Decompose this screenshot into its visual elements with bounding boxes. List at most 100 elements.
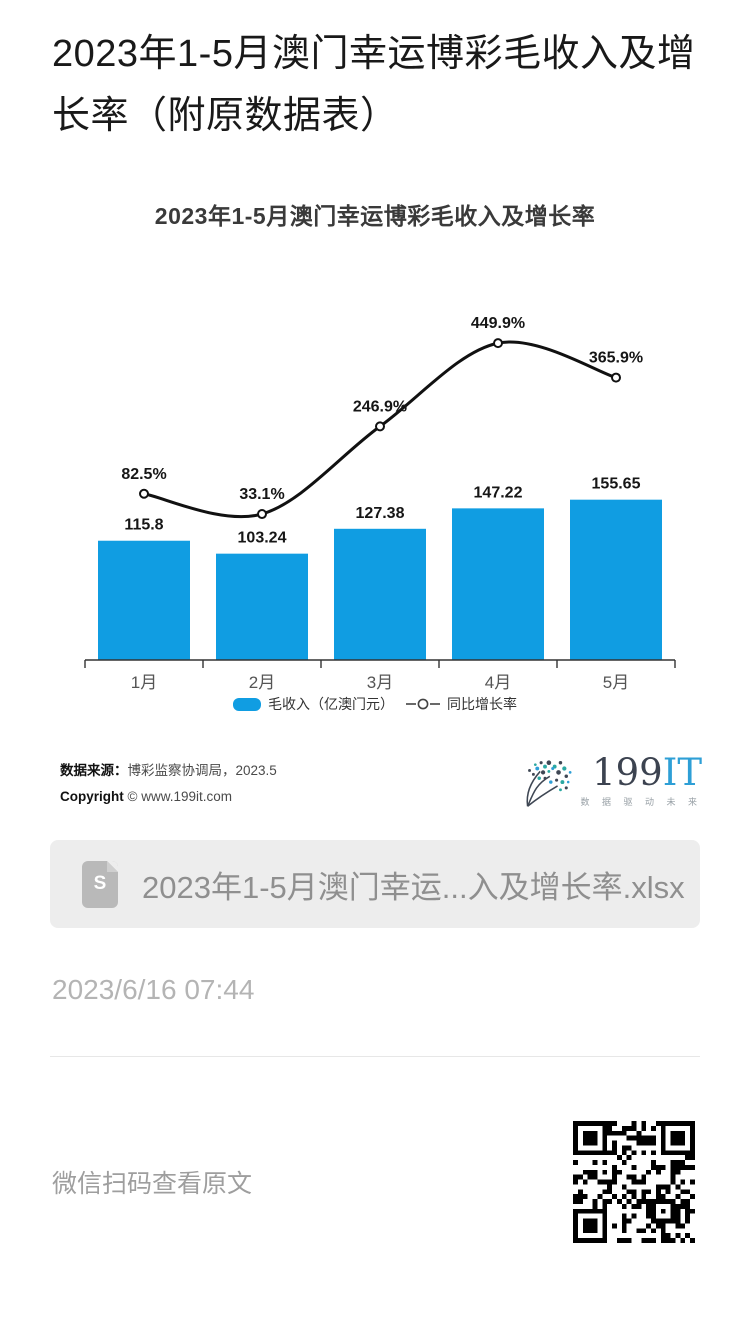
qr-module xyxy=(587,1238,593,1244)
qr-module xyxy=(660,1145,666,1151)
bar-value-label: 127.38 xyxy=(356,505,405,522)
qr-module xyxy=(685,1121,691,1126)
qr-module xyxy=(573,1199,578,1205)
dandelion-dot xyxy=(534,763,538,767)
qr-module xyxy=(602,1179,608,1185)
qr-module xyxy=(582,1194,588,1200)
qr-module xyxy=(660,1150,666,1156)
dandelion-dot xyxy=(535,766,540,771)
qr-module xyxy=(690,1165,695,1170)
qr-module xyxy=(607,1179,613,1185)
source-label: 数据来源： xyxy=(60,763,128,779)
dandelion-stem xyxy=(527,775,551,807)
qr-module xyxy=(660,1238,666,1244)
qr-module xyxy=(626,1199,632,1205)
qr-module xyxy=(626,1218,632,1224)
dandelion-dot xyxy=(555,778,559,782)
attachment-filename: 2023年1-5月澳门幸运...入及增长率.xlsx xyxy=(142,869,685,905)
logo-tagline: 数 据 驱 动 未 来 xyxy=(580,797,702,808)
qr-module xyxy=(612,1194,617,1200)
qr-module xyxy=(573,1213,578,1219)
legend-item-growth: 同比增长率 xyxy=(406,694,517,714)
qr-module xyxy=(641,1174,647,1180)
qr-module xyxy=(660,1165,666,1170)
bar-4月 xyxy=(452,508,544,661)
qr-module xyxy=(582,1223,588,1229)
qr-module xyxy=(582,1218,588,1224)
qr-module xyxy=(690,1145,695,1151)
qr-module xyxy=(651,1165,656,1170)
qr-module xyxy=(582,1130,588,1136)
qr-module xyxy=(577,1238,583,1244)
qr-module xyxy=(602,1233,608,1239)
qr-module xyxy=(602,1199,608,1205)
qr-module xyxy=(670,1165,676,1170)
qr-module xyxy=(646,1238,652,1244)
qr-module xyxy=(587,1218,593,1224)
qr-module xyxy=(655,1189,661,1195)
qr-module xyxy=(670,1140,676,1146)
qr-module xyxy=(670,1130,676,1136)
qr-module xyxy=(582,1179,588,1185)
qr-module xyxy=(675,1218,681,1224)
qr-module xyxy=(602,1238,608,1244)
qr-module xyxy=(612,1165,617,1170)
qr-module xyxy=(680,1223,686,1229)
qr-module xyxy=(680,1130,686,1136)
qr-module xyxy=(573,1233,578,1239)
qr-module xyxy=(582,1228,588,1234)
qr-module xyxy=(592,1223,598,1229)
bar-3月 xyxy=(334,528,426,661)
qr-module xyxy=(670,1179,676,1185)
qr-module xyxy=(573,1145,578,1151)
attachment-card[interactable]: S 2023年1-5月澳门幸运...入及增长率.xlsx xyxy=(50,840,700,929)
bar-2月 xyxy=(216,553,308,661)
bar-value-label: 115.8 xyxy=(124,517,163,534)
qr-module xyxy=(675,1160,681,1166)
dandelion-dot xyxy=(559,788,563,792)
qr-module xyxy=(602,1135,608,1141)
qr-module xyxy=(675,1208,681,1214)
qr-module xyxy=(670,1199,676,1205)
qr-module xyxy=(631,1204,637,1209)
qr-module xyxy=(660,1184,666,1190)
qr-module xyxy=(597,1179,603,1185)
qr-module xyxy=(607,1125,613,1131)
qr-module xyxy=(602,1208,608,1214)
qr-module xyxy=(675,1184,681,1190)
chart-title: 2023年1-5月澳门幸运博彩毛收入及增长率 xyxy=(154,203,596,230)
qr-module xyxy=(690,1208,695,1214)
qr-module xyxy=(655,1165,661,1170)
qr-module xyxy=(573,1130,578,1136)
qr-module xyxy=(616,1155,622,1161)
qr-module xyxy=(670,1213,676,1219)
qr-module xyxy=(636,1199,642,1205)
qr-module xyxy=(660,1135,666,1141)
qr-module xyxy=(602,1228,608,1234)
qr-module xyxy=(665,1233,671,1239)
qr-module xyxy=(621,1150,627,1156)
qr-module xyxy=(675,1233,681,1239)
qr-module xyxy=(641,1194,647,1200)
qr-module xyxy=(582,1169,588,1175)
dandelion-dot xyxy=(551,767,555,771)
qr-module xyxy=(573,1208,578,1214)
qr-module xyxy=(592,1204,598,1209)
dandelion-stem xyxy=(526,771,542,807)
qr-module xyxy=(592,1238,598,1244)
qr-module xyxy=(631,1165,637,1170)
qr-module xyxy=(602,1213,608,1219)
qr-module xyxy=(592,1208,598,1214)
qr-module xyxy=(665,1238,671,1244)
qr-module xyxy=(646,1223,652,1229)
qr-module xyxy=(690,1125,695,1131)
qr-module xyxy=(641,1121,647,1126)
qr-module xyxy=(651,1160,656,1166)
line-value-label: 33.1% xyxy=(239,486,284,503)
qr-module xyxy=(587,1135,593,1141)
qr-module xyxy=(690,1130,695,1136)
qr-module xyxy=(690,1135,695,1141)
qr-module xyxy=(631,1150,637,1156)
line-value-label: 365.9% xyxy=(589,350,643,367)
qr-module xyxy=(582,1135,588,1141)
